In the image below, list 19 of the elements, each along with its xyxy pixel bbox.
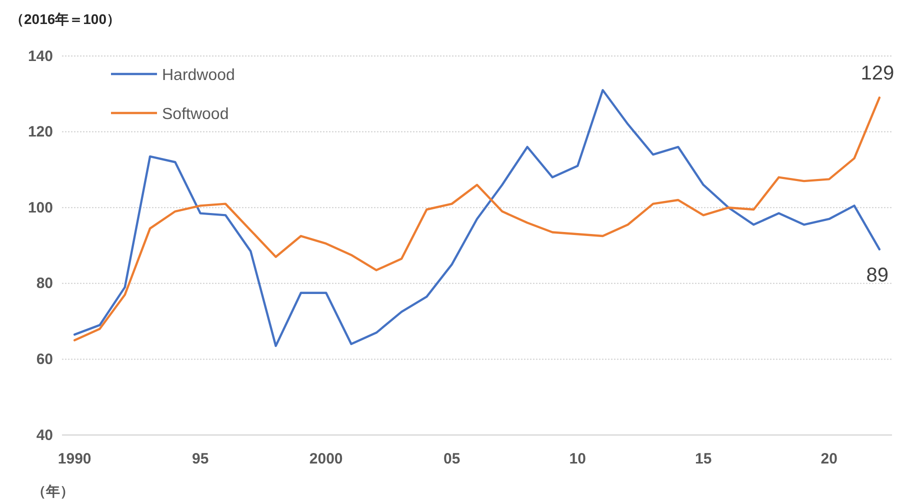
x-tick-label: 10 bbox=[569, 450, 586, 468]
x-tick-label: 05 bbox=[444, 450, 460, 468]
y-tick-label: 120 bbox=[28, 124, 53, 141]
y-tick-label: 140 bbox=[28, 48, 53, 65]
y-axis-title: （2016年＝100） bbox=[10, 11, 121, 27]
x-tick-label: 1990 bbox=[58, 450, 92, 468]
y-tick-label: 80 bbox=[36, 275, 53, 292]
y-tick-label: 60 bbox=[36, 351, 53, 368]
y-tick-label: 100 bbox=[28, 199, 53, 216]
x-tick-label: 15 bbox=[695, 450, 712, 468]
x-tick-label: 2000 bbox=[309, 450, 343, 468]
legend-label: Hardwood bbox=[162, 67, 235, 84]
data-label: 89 bbox=[866, 264, 889, 286]
data-label: 129 bbox=[860, 62, 894, 85]
y-tick-label: 40 bbox=[36, 426, 53, 444]
x-axis-title: （年） bbox=[32, 483, 74, 499]
legend-label: Softwood bbox=[162, 106, 229, 123]
x-tick-label: 95 bbox=[192, 450, 209, 468]
x-tick-label: 20 bbox=[820, 450, 838, 468]
